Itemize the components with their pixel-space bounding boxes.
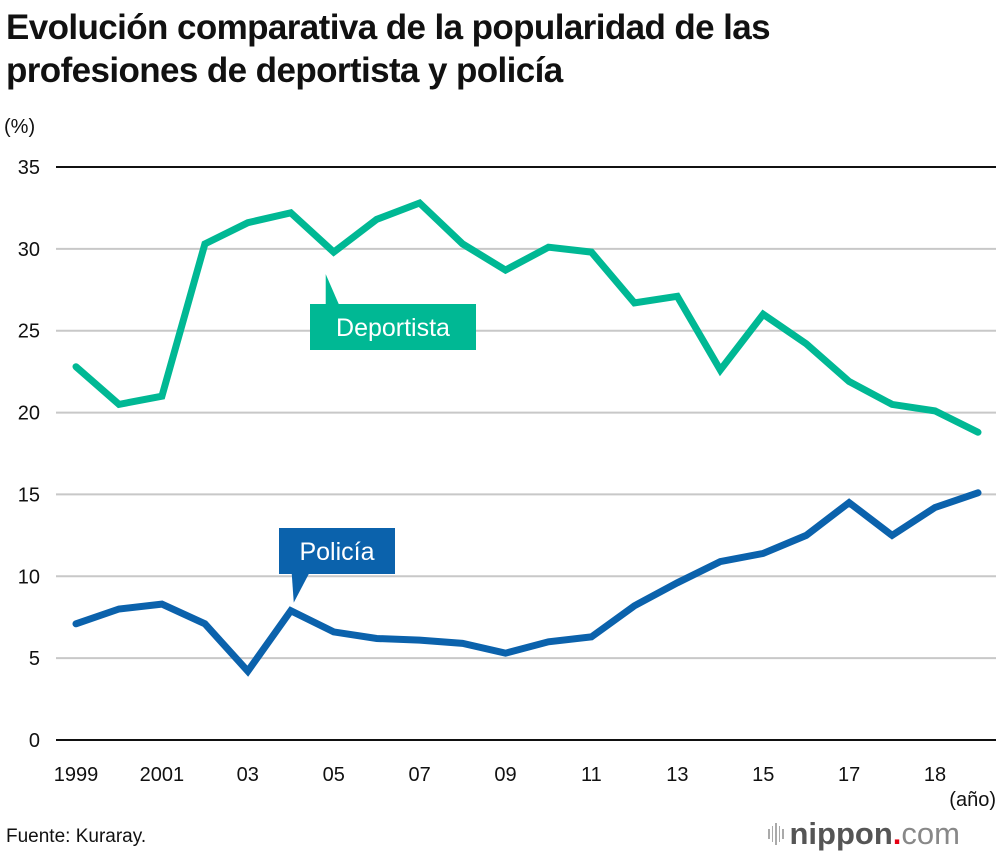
chart-title: Evolución comparativa de la popularidad …	[6, 6, 771, 92]
x-axis-unit-label: (año)	[949, 789, 996, 811]
nippon-logo: nippon. com	[768, 816, 960, 852]
x-tick-label: 18	[924, 764, 946, 786]
x-tick-label: 11	[581, 764, 602, 786]
chart-title-line-1: Evolución comparativa de la popularidad …	[6, 8, 771, 47]
source-note: Fuente: Kuraray.	[6, 826, 147, 847]
logo-brand: nippon	[789, 816, 893, 851]
y-tick-label: 5	[29, 648, 40, 670]
logo-dot: .	[892, 816, 902, 851]
x-tick-label: 15	[752, 764, 774, 786]
y-tick-label: 20	[18, 403, 40, 425]
y-tick-label: 0	[29, 730, 40, 752]
callout-pointer	[291, 574, 309, 603]
y-tick-label: 30	[18, 239, 40, 261]
callout-text: Deportista	[336, 314, 450, 342]
x-tick-label: 07	[408, 764, 430, 786]
x-tick-label: 03	[237, 764, 259, 786]
callout-pointer	[325, 274, 339, 304]
x-tick-label: 09	[494, 764, 516, 786]
logo-tld: com	[901, 816, 960, 851]
x-tick-label: 05	[323, 764, 345, 786]
x-tick-label: 1999	[54, 764, 99, 786]
callout-text: Policía	[299, 538, 374, 566]
chart-title-line-2: profesiones de deportista y policía	[6, 51, 563, 90]
callout-box	[310, 304, 476, 350]
x-tick-label: 2001	[140, 764, 185, 786]
callout-box	[279, 528, 395, 574]
series-line-policía	[72, 489, 982, 677]
y-tick-label: 15	[18, 484, 40, 506]
logo-sound-bars-icon	[768, 823, 784, 845]
y-tick-label: 25	[18, 321, 40, 343]
series-label-deportista: Deportista	[310, 274, 476, 350]
y-tick-label: 10	[18, 566, 40, 588]
y-axis-unit-label: (%)	[4, 116, 35, 138]
series-line-deportista	[72, 198, 982, 436]
x-tick-label: 17	[838, 764, 860, 786]
x-tick-label: 13	[666, 764, 688, 786]
y-tick-label: 35	[18, 157, 40, 179]
series-label-policía: Policía	[279, 528, 395, 603]
